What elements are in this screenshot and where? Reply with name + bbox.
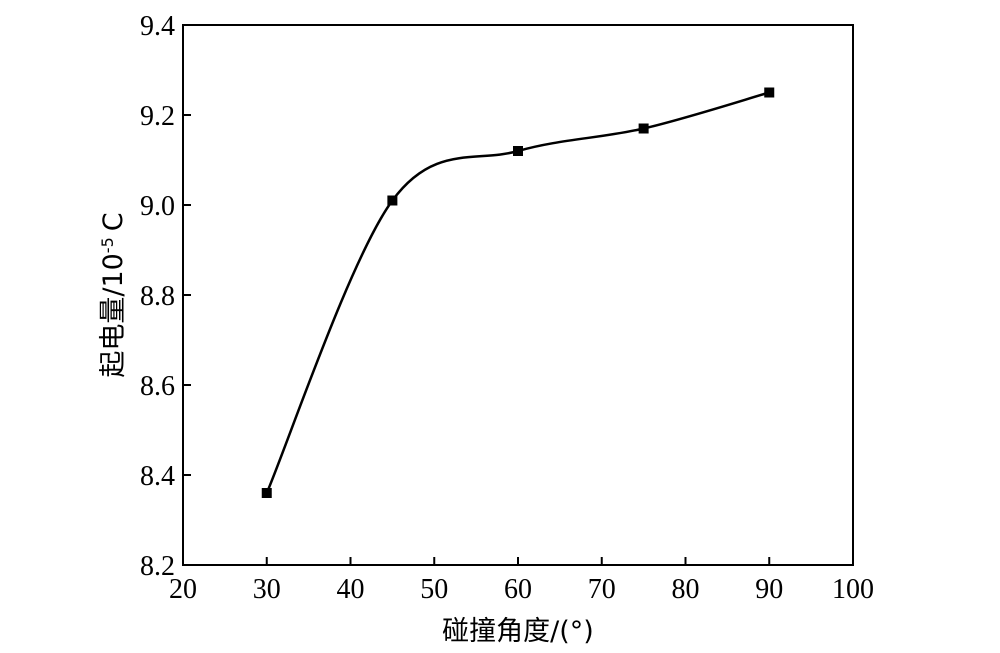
y-axis-title-main: 起电量/10 <box>98 253 129 377</box>
data-markers <box>261 87 775 498</box>
y-tick-label: 8.8 <box>140 281 175 312</box>
y-tick-label: 8.4 <box>140 461 175 492</box>
y-tick-label: 8.2 <box>140 551 175 582</box>
y-axis-title-exponent: -5 <box>98 237 117 253</box>
x-tick-label: 60 <box>504 574 532 605</box>
y-tick-label: 8.6 <box>140 371 175 402</box>
x-tick-label: 50 <box>420 574 448 605</box>
x-axis-title: 碰撞角度/(°) <box>442 616 594 647</box>
axis-ticks <box>182 24 854 566</box>
x-tick-label: 90 <box>755 574 783 605</box>
x-tick-label: 30 <box>253 574 281 605</box>
y-tick-label: 9.0 <box>140 191 175 222</box>
y-tick-label: 9.4 <box>140 11 175 42</box>
x-tick-label: 20 <box>169 574 197 605</box>
y-axis-title: 起电量/10-5 C <box>98 212 130 377</box>
y-axis-title-unit: C <box>98 212 129 231</box>
x-tick-label: 40 <box>337 574 365 605</box>
x-tick-label: 100 <box>832 574 874 605</box>
data-point <box>387 195 398 206</box>
data-point <box>513 146 523 156</box>
plot-frame <box>182 24 854 566</box>
data-point <box>638 123 649 134</box>
x-tick-label: 80 <box>672 574 700 605</box>
y-tick-label: 9.2 <box>140 101 175 132</box>
x-tick-label: 70 <box>588 574 616 605</box>
tick-labels: 20 30 40 50 60 70 80 90 100 8.2 8.4 8.6 8.8 9.0 9.2 9.4 <box>140 11 874 605</box>
data-curve <box>265 91 770 494</box>
data-point <box>764 87 775 98</box>
data-point <box>261 488 272 498</box>
